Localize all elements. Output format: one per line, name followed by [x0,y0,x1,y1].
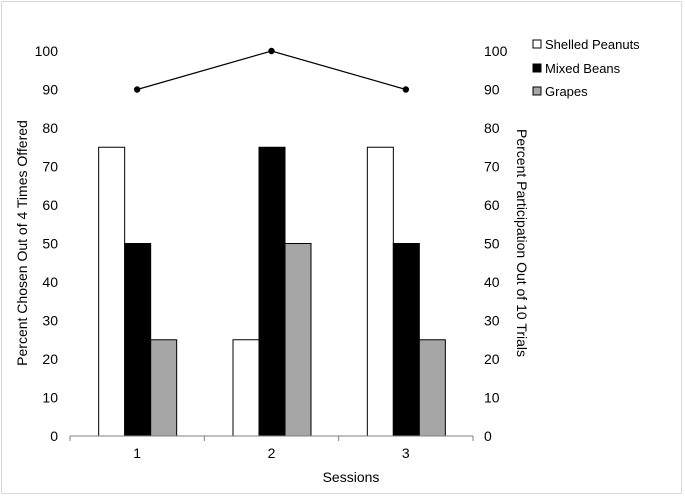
y-tick-label-50: 50 [42,236,58,252]
right-axis-ticks: 0 10 20 30 40 50 60 70 80 90 100 [484,43,508,444]
bar-mixed-beans-session-1 [124,243,152,437]
y-tick-label-60: 60 [42,197,58,213]
y-tick-label-0: 0 [50,428,58,444]
bar-shelled-peanuts-session-2 [232,339,260,437]
legend-label-mixed-beans: Mixed Beans [545,61,621,76]
bar-mixed-beans-session-3 [392,243,420,437]
bar-grapes-session-3 [418,339,446,437]
y-tick-label-40: 40 [42,274,58,290]
x-tick-label-3: 3 [402,445,410,461]
participation-point-session-2 [268,47,275,55]
y2-axis-title: Percent Participation Out of 10 Trials [514,129,530,357]
bar-shelled-peanuts-session-1 [98,146,126,437]
bar-grapes-session-1 [150,339,178,437]
y-tick-label-70: 70 [42,159,58,175]
y2-tick-label-20: 20 [484,351,500,367]
y2-tick-label-40: 40 [484,274,500,290]
x-tick-label-2: 2 [268,445,276,461]
bars [98,146,446,437]
y2-tick-label-100: 100 [484,43,508,59]
y-tick-label-20: 20 [42,351,58,367]
y-axis-title: Percent Chosen Out of 4 Times Offered [14,120,30,366]
legend-swatch-grapes [532,86,542,96]
y2-tick-label-80: 80 [484,120,500,136]
y-tick-label-100: 100 [35,43,59,59]
y2-tick-label-60: 60 [484,197,500,213]
y2-tick-label-10: 10 [484,390,500,406]
y2-tick-label-30: 30 [484,313,500,329]
legend-swatch-mixed-beans [532,63,542,73]
y2-tick-label-90: 90 [484,82,500,98]
bar-grapes-session-2 [284,243,312,437]
participation-line-path [137,50,406,91]
left-axis-ticks: 0 10 20 30 40 50 60 70 80 90 100 [35,43,59,444]
bar-mixed-beans-session-2 [258,146,286,437]
legend-swatch-shelled-peanuts [532,39,542,49]
x-axis-title: Sessions [323,469,380,485]
y-tick-label-10: 10 [42,390,58,406]
y2-tick-label-70: 70 [484,159,500,175]
legend-label-shelled-peanuts: Shelled Peanuts [545,37,640,52]
legend-label-grapes: Grapes [545,84,588,99]
participation-point-session-1 [133,86,141,93]
x-tick-label-1: 1 [133,445,141,461]
y2-tick-label-0: 0 [484,428,492,444]
bar-shelled-peanuts-session-3 [366,146,394,437]
x-axis-ticks: 1 2 3 [69,436,474,461]
participation-line [133,47,410,93]
y-tick-label-80: 80 [42,120,58,136]
y-tick-label-90: 90 [42,82,58,98]
legend: Shelled Peanuts Mixed Beans Grapes [532,37,640,99]
y2-tick-label-50: 50 [484,236,500,252]
y-tick-label-30: 30 [42,313,58,329]
participation-point-session-3 [402,86,410,93]
